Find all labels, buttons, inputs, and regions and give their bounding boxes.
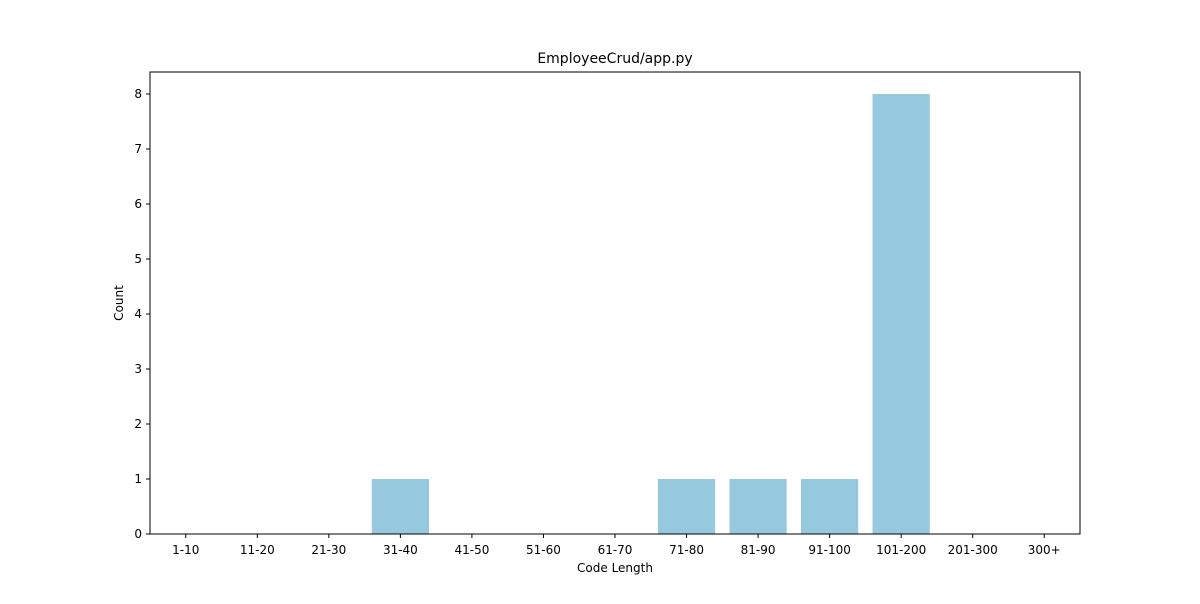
chart-title: EmployeeCrud/app.py	[537, 51, 692, 67]
bar-81-90	[729, 479, 786, 534]
y-tick-label: 4	[134, 307, 142, 321]
x-tick-label: 201-300	[948, 543, 998, 557]
y-tick-label: 6	[134, 197, 142, 211]
x-tick-label: 71-80	[669, 543, 704, 557]
x-tick-label: 81-90	[741, 543, 776, 557]
y-axis-ticks: 0 1 2 3 4 5 6 7 8	[134, 87, 150, 541]
x-tick-label: 21-30	[311, 543, 346, 557]
bar-71-80	[658, 479, 715, 534]
y-tick-label: 7	[134, 142, 142, 156]
x-tick-label: 1-10	[172, 543, 199, 557]
x-tick-label: 61-70	[598, 543, 633, 557]
x-tick-label: 101-200	[876, 543, 926, 557]
bars-layer	[372, 94, 930, 534]
x-tick-label: 91-100	[808, 543, 851, 557]
x-tick-label: 31-40	[383, 543, 418, 557]
y-tick-label: 3	[134, 362, 142, 376]
bar-31-40	[372, 479, 429, 534]
x-tick-label: 11-20	[240, 543, 275, 557]
y-tick-label: 2	[134, 417, 142, 431]
x-tick-label: 300+	[1028, 543, 1061, 557]
y-tick-label: 1	[134, 472, 142, 486]
bar-101-200	[873, 94, 930, 534]
y-tick-label: 8	[134, 87, 142, 101]
x-axis-ticks: 1-10 11-20 21-30 31-40 41-50 51-60 61-70 71-80 8…	[172, 534, 1061, 557]
y-tick-label: 0	[134, 527, 142, 541]
y-axis-label: Count	[112, 285, 126, 321]
x-tick-label: 41-50	[454, 543, 489, 557]
x-axis-label: Code Length	[577, 561, 653, 575]
plot-frame	[150, 72, 1080, 534]
y-tick-label: 5	[134, 252, 142, 266]
x-tick-label: 51-60	[526, 543, 561, 557]
bar-91-100	[801, 479, 858, 534]
